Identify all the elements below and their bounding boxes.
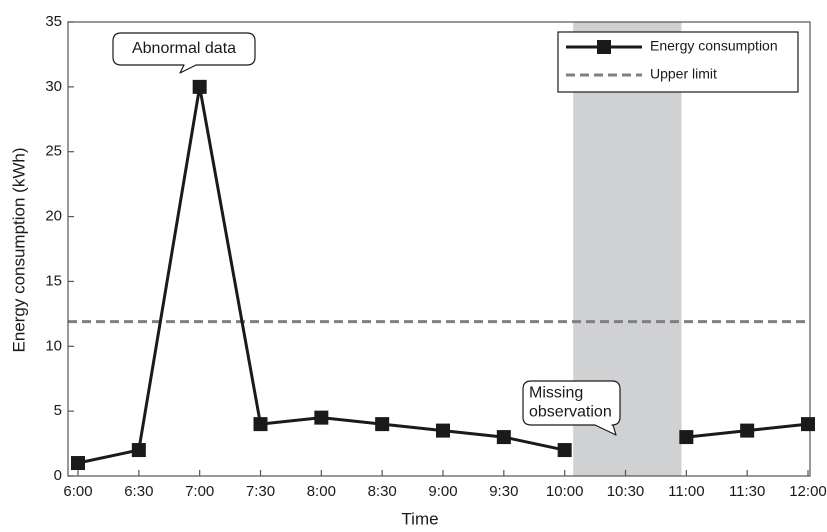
point-marker (192, 79, 207, 94)
point-marker (71, 456, 85, 471)
x-tick-label: 11:30 (729, 483, 765, 500)
x-tick-label: 11:00 (668, 483, 704, 500)
point-marker (436, 423, 450, 438)
point-marker (679, 430, 694, 445)
x-tick-label: 9:00 (428, 483, 457, 500)
x-tick-label: 8:30 (368, 483, 397, 500)
series-line (77, 86, 809, 465)
x-tick-label: 12:00 (789, 483, 827, 500)
x-tick-label: 7:00 (185, 483, 214, 500)
x-tick-label: 7:30 (246, 483, 275, 500)
y-tick-label: 10 (45, 337, 62, 354)
callout-box (522, 380, 621, 436)
point-marker (740, 423, 755, 438)
x-tick-label: 9:30 (489, 483, 518, 500)
y-tick-label: 0 (54, 467, 62, 484)
legend-marker (597, 40, 611, 54)
x-tick-label: 10:00 (546, 483, 584, 500)
callout-box (112, 32, 256, 74)
x-axis-label: Time (401, 509, 438, 528)
y-tick-label: 5 (54, 402, 62, 419)
y-tick-label: 35 (45, 13, 62, 30)
y-axis-label: Energy consumption (kWh) (9, 147, 28, 352)
y-tick-label: 25 (45, 143, 62, 160)
point-marker (253, 417, 268, 432)
point-marker (375, 417, 390, 432)
x-tick-label: 10:30 (607, 483, 645, 500)
legend: Energy consumption Upper limit (557, 31, 799, 93)
legend-label: Energy consumption (650, 38, 778, 54)
x-tick-label: 8:00 (307, 483, 336, 500)
callout-text: Missing (529, 385, 583, 402)
y-tick-label: 20 (45, 208, 62, 225)
point-marker (557, 443, 572, 458)
x-tick-label: 6:00 (63, 483, 92, 500)
callout-text: Abnormal data (132, 40, 236, 57)
x-tick-label: 6:30 (124, 483, 153, 500)
point-marker (801, 417, 815, 432)
y-tick-label: 30 (45, 78, 62, 95)
callout-text: observation (529, 404, 612, 421)
point-marker (496, 430, 511, 445)
point-marker (131, 443, 146, 458)
legend-label: Upper limit (650, 66, 717, 82)
y-tick-label: 15 (45, 272, 62, 289)
point-marker (314, 410, 329, 425)
plot-frame (67, 21, 811, 477)
